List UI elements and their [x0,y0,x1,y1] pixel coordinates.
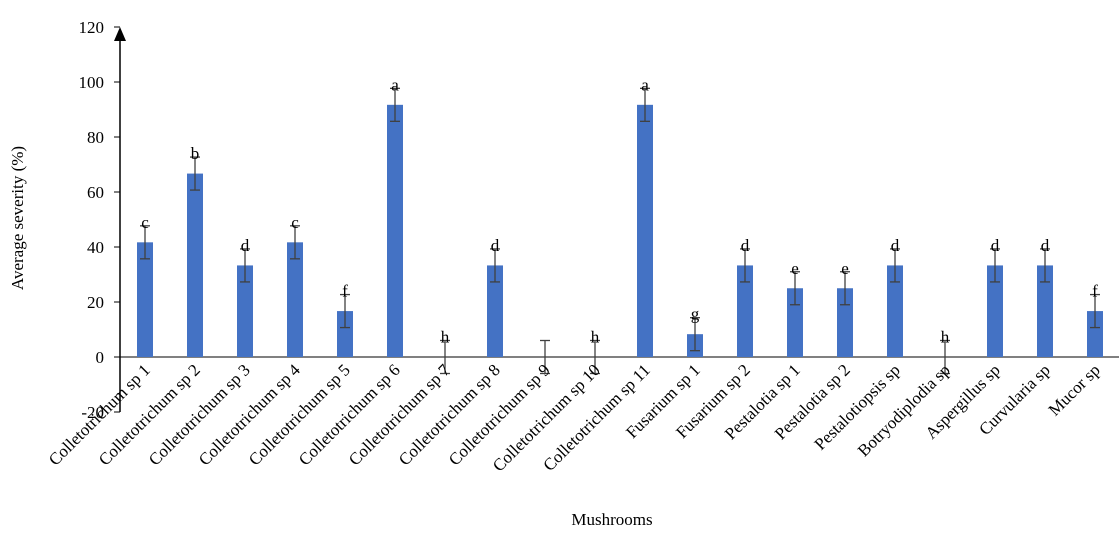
bar [287,242,303,357]
significance-label: h [941,328,950,347]
bar [987,265,1003,357]
bar [837,288,853,357]
significance-label: d [241,236,250,255]
bar [387,104,403,357]
bar [487,265,503,357]
bar [737,265,753,357]
significance-label: a [641,75,649,94]
significance-label: d [491,236,500,255]
significance-label: d [741,236,750,255]
significance-label: e [791,259,799,278]
bar [337,311,353,357]
bar [1037,265,1053,357]
y-tick-label: 40 [87,238,104,257]
significance-label: b [191,144,200,163]
bar [237,265,253,357]
significance-label: d [991,236,1000,255]
bar [887,265,903,357]
category-label: Mucor sp [1045,360,1104,419]
category-label: Pestalotiopsis sp [811,360,904,453]
y-axis-arrow-icon [114,27,126,41]
significance-label: f [342,282,348,301]
significance-label: h [441,328,450,347]
significance-label: g [691,305,700,324]
significance-label: d [891,236,900,255]
y-tick-label: 120 [79,18,105,37]
bar [187,173,203,357]
y-tick-label: 20 [87,293,104,312]
category-label: Botryodiplodia sp [854,360,954,460]
significance-label: c [291,213,299,232]
y-tick-label: 80 [87,128,104,147]
y-tick-label: 60 [87,183,104,202]
bar [1087,311,1103,357]
y-tick-label: 100 [79,73,105,92]
bar [637,104,653,357]
significance-label: c [141,213,149,232]
y-tick-label: -20 [81,403,104,422]
y-tick-label: 0 [96,348,105,367]
significance-label: h [591,328,600,347]
bar [787,288,803,357]
significance-label: d [1041,236,1050,255]
significance-label: e [841,259,849,278]
bar [137,242,153,357]
significance-label: a [391,75,399,94]
x-axis-title: Mushrooms [571,510,652,529]
y-axis-title: Average severity (%) [8,146,27,290]
significance-label: f [1092,282,1098,301]
